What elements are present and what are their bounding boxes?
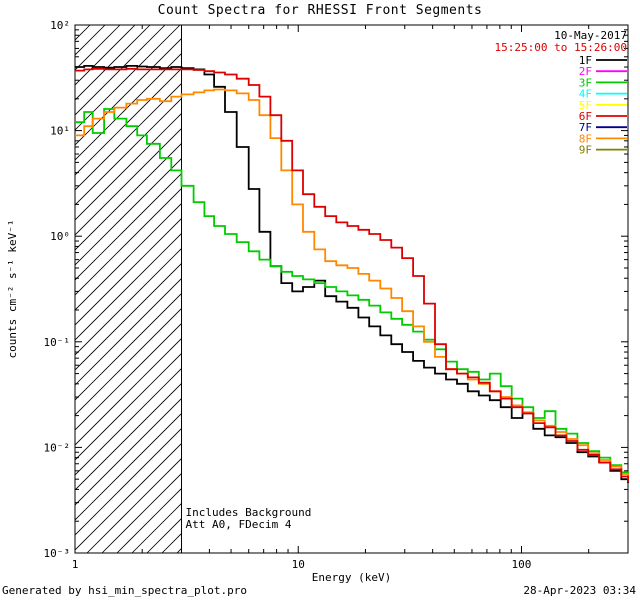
legend-label-2F: 2F (579, 65, 592, 78)
x-tick-label: 100 (512, 558, 532, 571)
axis-ticks (74, 24, 629, 554)
legend-label-7F: 7F (579, 121, 592, 134)
legend-label-3F: 3F (579, 76, 592, 89)
observation-time-range: 15:25:00 to 15:26:00 (495, 41, 627, 54)
y-tick-label: 10⁻¹ (44, 336, 71, 349)
series-1F (75, 65, 629, 483)
y-tick-label: 10⁻² (44, 441, 71, 454)
plot-annotation: Includes Background (186, 506, 312, 519)
legend-label-6F: 6F (579, 110, 592, 123)
y-tick-label: 10⁻³ (44, 547, 71, 560)
chart-title: Count Spectra for RHESSI Front Segments (157, 3, 483, 18)
y-tick-label: 10⁰ (50, 230, 70, 243)
y-axis-label: counts cm⁻² s⁻¹ keV⁻¹ (6, 219, 19, 358)
legend-label-8F: 8F (579, 132, 592, 145)
plot-annotation: Att A0, FDecim 4 (186, 518, 292, 531)
legend-label-1F: 1F (579, 54, 592, 67)
series-6F (75, 67, 629, 482)
footer-generator-text: Generated by hsi_min_spectra_plot.pro (2, 584, 248, 597)
x-axis-label: Energy (keV) (312, 571, 391, 584)
observation-date: 10-May-2017 (554, 29, 627, 42)
series-3F (75, 108, 629, 480)
series-group (75, 65, 629, 483)
hatch-region (75, 25, 182, 553)
footer-timestamp: 28-Apr-2023 03:34 (523, 584, 636, 597)
axes-frame (74, 24, 629, 554)
legend-label-9F: 9F (579, 144, 592, 157)
x-tick-label: 10 (292, 558, 305, 571)
x-tick-label: 1 (72, 558, 79, 571)
y-tick-label: 10¹ (50, 125, 70, 138)
legend-label-4F: 4F (579, 88, 592, 101)
series-8F (75, 88, 629, 480)
legend-label-5F: 5F (579, 99, 592, 112)
y-tick-label: 10² (50, 19, 70, 32)
